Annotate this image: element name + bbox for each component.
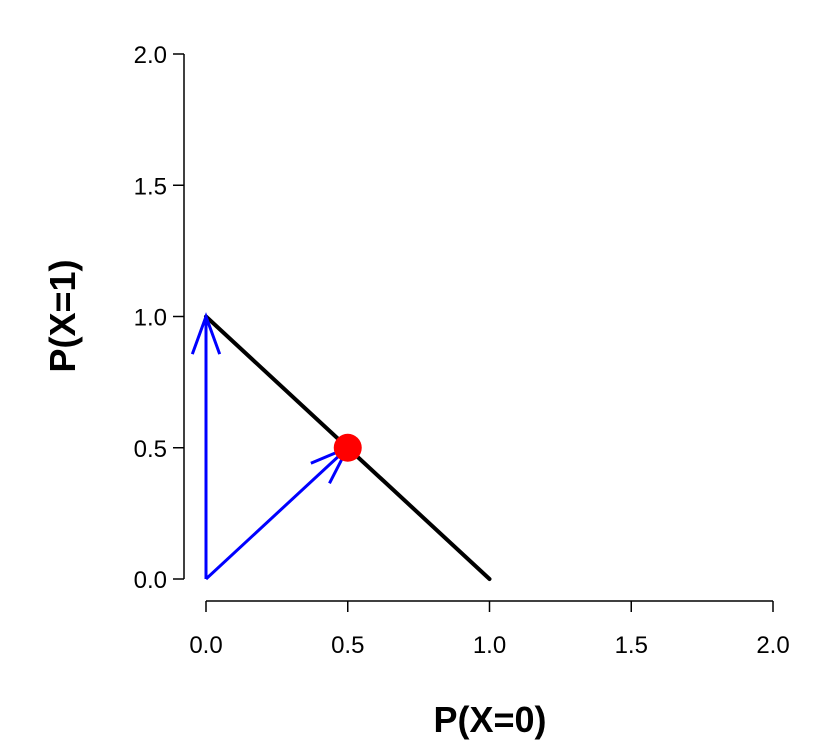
y-axis: 0.0 0.5 1.0 1.5 2.0 (134, 42, 185, 594)
x-axis-title: P(X=0) (433, 699, 546, 740)
y-tick-label: 2.0 (134, 42, 167, 69)
data-point (333, 433, 362, 462)
x-tick-label: 1.5 (615, 632, 648, 659)
arrow-2 (204, 444, 351, 581)
arrow-shaft (204, 446, 349, 581)
x-tick-label: 2.0 (756, 632, 789, 659)
x-tick-label: 1.0 (473, 632, 506, 659)
x-tick-label: 0.5 (331, 632, 364, 659)
plot-area (190, 312, 492, 581)
arrow-1 (190, 312, 222, 579)
x-axis: 0.0 0.5 1.0 1.5 2.0 (189, 600, 790, 659)
arrow-head (190, 312, 222, 355)
y-tick-label: 1.0 (134, 305, 167, 332)
y-tick-label: 0.0 (134, 567, 167, 594)
y-tick-label: 0.5 (134, 436, 167, 463)
y-axis-title: P(X=1) (42, 259, 83, 372)
y-tick-label: 1.5 (134, 173, 167, 200)
x-tick-label: 0.0 (189, 632, 222, 659)
